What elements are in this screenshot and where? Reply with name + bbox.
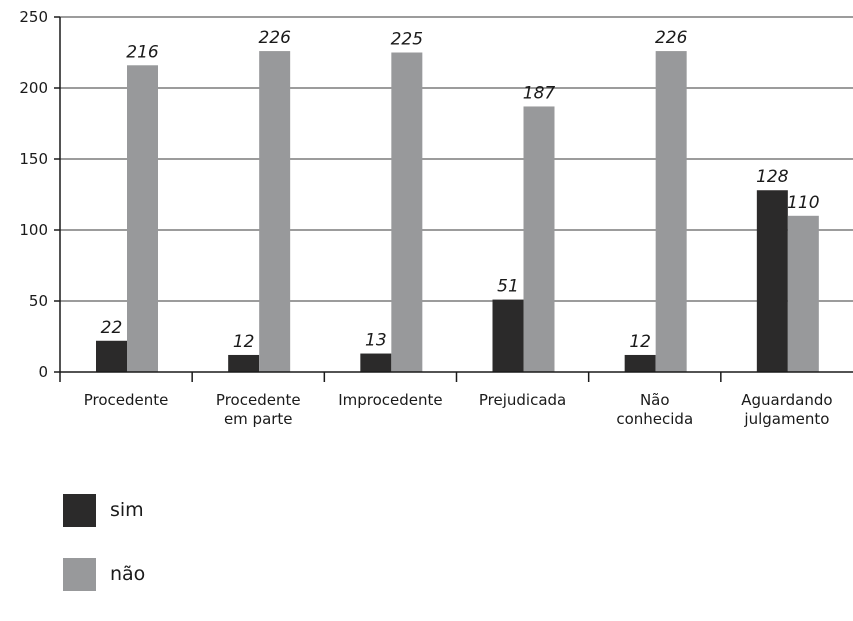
data-label: 12 (233, 332, 255, 352)
category-label-line: Improcedente (338, 391, 442, 409)
legend-item-nao: não (63, 557, 145, 591)
category-label: Procedente (84, 391, 169, 409)
bar-nao (127, 65, 158, 372)
bar-sim (228, 354, 260, 372)
data-label: 226 (655, 28, 688, 48)
bar-nao (655, 51, 687, 373)
category-label: Aguardando julgamento (741, 391, 832, 428)
y-tick-label: 50 (29, 292, 48, 310)
bar-sim (96, 340, 127, 372)
data-label: 128 (756, 167, 789, 187)
bar-sim (756, 190, 788, 372)
y-tick-label: 250 (19, 8, 48, 26)
axes (54, 16, 853, 382)
category-label-line: Aguardando (741, 391, 832, 409)
bar-sim (624, 354, 656, 372)
data-label: 187 (523, 83, 556, 103)
y-tick-label: 150 (19, 150, 48, 168)
gridlines (60, 16, 853, 302)
category-label: Improcedente (338, 391, 442, 409)
bars (96, 51, 819, 373)
legend-label-nao: não (110, 563, 146, 585)
bar-nao (523, 106, 555, 373)
data-label: 12 (629, 332, 651, 352)
y-tick-label: 0 (38, 363, 48, 381)
bar-nao (259, 51, 291, 373)
category-label: Procedente em parte (216, 391, 301, 428)
category-label-line: em parte (224, 410, 293, 428)
category-label-line: Não (640, 391, 670, 409)
category-label: Prejudicada (479, 391, 566, 409)
data-label: 22 (101, 318, 123, 338)
legend: sim não (63, 493, 145, 621)
bar-nao (391, 52, 423, 372)
category-label-line: Prejudicada (479, 391, 566, 409)
y-tick-label: 100 (19, 221, 48, 239)
legend-swatch-nao (63, 557, 96, 591)
category-label-line: Procedente (216, 391, 301, 409)
data-label: 51 (497, 277, 519, 297)
legend-swatch-sim (63, 493, 96, 527)
data-label: 13 (365, 331, 387, 351)
bar-nao (787, 215, 819, 372)
data-label: 226 (258, 28, 291, 48)
category-label-line: julgamento (743, 410, 829, 428)
bar-chart: 0 50 100 150 200 250 22 216 Procedente 12 226 Proce… (19, 8, 853, 428)
bar-sim (492, 299, 524, 372)
data-label: 225 (391, 30, 423, 50)
data-label: 110 (787, 193, 819, 213)
category-label-line: Procedente (84, 391, 169, 409)
legend-label-sim: sim (110, 499, 144, 521)
labels: 0 50 100 150 200 250 22 216 Procedente 12 226 Proce… (19, 8, 832, 428)
y-tick-label: 200 (19, 79, 48, 97)
data-label: 216 (126, 42, 159, 62)
legend-item-sim: sim (63, 493, 145, 527)
category-label: Não conhecida (616, 391, 693, 428)
bar-sim (360, 353, 392, 372)
category-label-line: conhecida (616, 410, 693, 428)
